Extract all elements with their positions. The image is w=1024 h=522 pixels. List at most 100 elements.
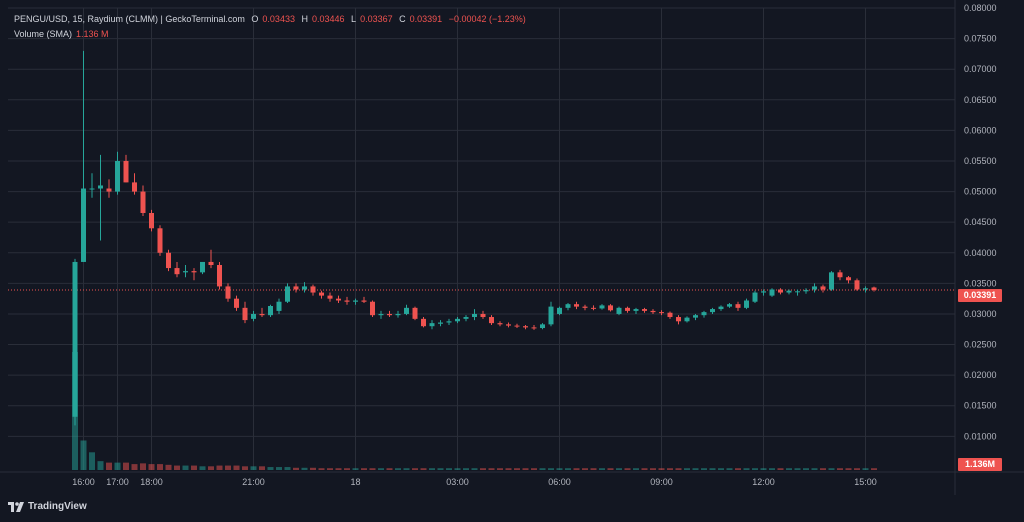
- candle-body: [871, 287, 877, 291]
- y-tick-label: 0.05500: [964, 156, 997, 166]
- candle-body: [786, 290, 792, 293]
- volume-bar: [845, 468, 852, 470]
- candle-body: [795, 291, 800, 293]
- candle-body: [72, 261, 78, 417]
- candle-body: [684, 317, 690, 322]
- volume-legend: Volume (SMA) 1.136 M: [14, 29, 109, 39]
- candle-body: [225, 286, 231, 299]
- volume-bar: [599, 468, 605, 470]
- candle-body: [820, 286, 826, 290]
- volume-bar: [97, 461, 104, 470]
- y-tick-label: 0.06500: [964, 95, 997, 105]
- x-tick-label: 12:00: [752, 477, 775, 487]
- volume-bar: [403, 468, 410, 470]
- volume-bar: [420, 468, 427, 470]
- low-value: 0.03367: [360, 14, 393, 24]
- volume-label: Volume (SMA): [14, 29, 73, 39]
- candle-body: [276, 301, 282, 311]
- low-label: L: [351, 14, 357, 24]
- volume-bar: [667, 468, 673, 470]
- volume-bar: [114, 462, 121, 470]
- candle-body: [191, 271, 197, 273]
- y-tick-label: 0.06000: [964, 125, 997, 135]
- volume-bar: [327, 468, 333, 470]
- volume-bar: [344, 468, 350, 470]
- candle-body: [642, 309, 647, 311]
- volume-bar: [658, 468, 665, 470]
- candle-body: [387, 313, 392, 316]
- volume-bar: [480, 468, 486, 470]
- volume-bar: [182, 465, 189, 470]
- candle-body: [361, 300, 367, 302]
- candle-body: [565, 304, 571, 308]
- candle-body: [336, 298, 341, 301]
- volume-bar: [522, 468, 529, 470]
- volume-bar: [820, 468, 826, 470]
- candle-body: [438, 322, 443, 324]
- candle-body: [489, 317, 494, 324]
- volume-bar: [216, 465, 223, 470]
- volume-bar: [89, 452, 95, 470]
- volume-bar: [463, 468, 469, 470]
- volume-bar: [616, 468, 622, 470]
- close-value: 0.03391: [409, 14, 443, 24]
- candle-body: [846, 277, 851, 281]
- volume-value: 1.136 M: [76, 29, 109, 39]
- volume-bar: [123, 462, 129, 470]
- last-volume-tag: 1.136M: [958, 458, 1002, 471]
- volume-bar: [446, 468, 452, 470]
- volume-bar: [684, 468, 690, 470]
- volume-bar: [794, 468, 801, 470]
- candle-body: [863, 288, 868, 290]
- candle-body: [497, 323, 503, 325]
- y-tick-label: 0.01000: [964, 431, 997, 441]
- volume-bar: [233, 465, 240, 470]
- candle-body: [166, 252, 171, 269]
- candle-body: [242, 307, 248, 321]
- candle-body: [106, 188, 112, 192]
- volume-bar: [743, 468, 750, 470]
- candle-body: [854, 280, 860, 290]
- tradingview-logo[interactable]: TradingView: [8, 501, 87, 512]
- candle-body: [667, 312, 673, 318]
- y-tick-label: 0.04000: [964, 248, 997, 258]
- volume-bar: [208, 466, 214, 470]
- x-tick-label: 17:00: [106, 477, 129, 487]
- candle-body: [123, 160, 129, 183]
- candle-body: [268, 306, 273, 316]
- y-tick-label: 0.04500: [964, 217, 997, 227]
- y-tick-label: 0.08000: [964, 3, 997, 13]
- volume-bar: [769, 468, 775, 470]
- x-tick-label: 16:00: [72, 477, 95, 487]
- volume-bar: [726, 468, 733, 470]
- volume-bar: [837, 468, 843, 470]
- volume-bar: [199, 466, 206, 470]
- candle-body: [752, 292, 758, 302]
- candle-body: [735, 304, 741, 308]
- candle-body: [608, 305, 613, 311]
- candle-body: [616, 307, 622, 314]
- x-tick-label: 21:00: [242, 477, 265, 487]
- volume-bar: [735, 468, 741, 470]
- y-tick-label: 0.02500: [964, 340, 997, 350]
- candle-body: [234, 298, 239, 308]
- candle-body: [514, 325, 520, 327]
- candle-body: [421, 318, 426, 327]
- y-tick-label: 0.07000: [964, 64, 997, 74]
- x-tick-label: 06:00: [548, 477, 571, 487]
- candle-body: [676, 317, 681, 322]
- candle-body: [523, 326, 528, 328]
- candle-body: [310, 286, 316, 293]
- close-label: C: [399, 14, 406, 24]
- volume-bar: [412, 468, 418, 470]
- volume-bar: [386, 468, 393, 470]
- candle-body: [395, 313, 401, 316]
- volume-bar: [624, 468, 631, 470]
- candle-body: [463, 317, 469, 319]
- candle-body: [803, 290, 809, 292]
- candle-body: [761, 291, 766, 293]
- volume-bar: [488, 468, 495, 470]
- volume-bar: [276, 467, 282, 470]
